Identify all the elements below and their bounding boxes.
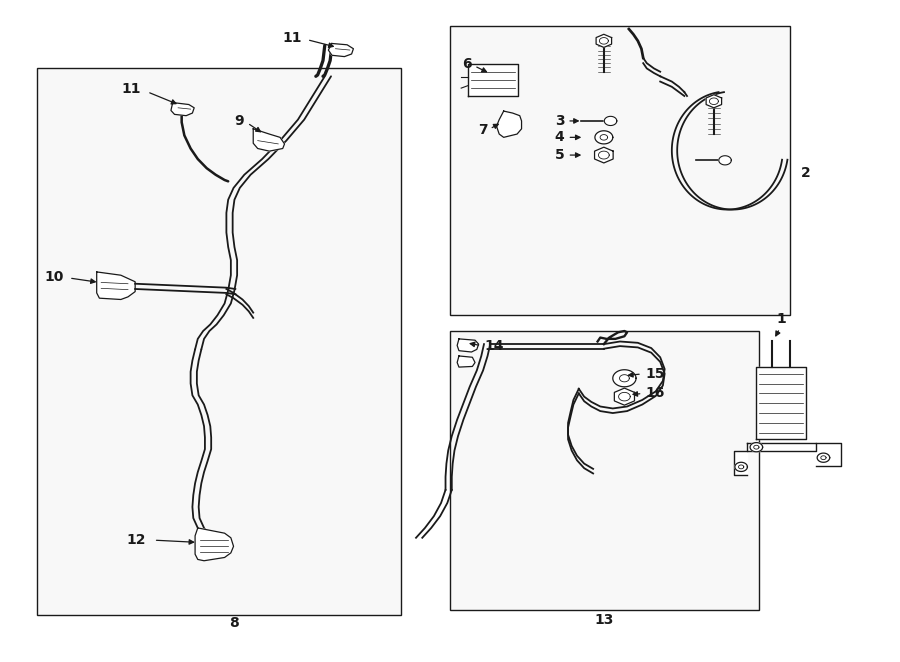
Polygon shape <box>253 129 284 151</box>
Text: 15: 15 <box>645 367 664 381</box>
Text: 4: 4 <box>554 130 564 144</box>
Polygon shape <box>619 375 629 382</box>
Text: 6: 6 <box>462 58 472 71</box>
Polygon shape <box>595 147 613 163</box>
Polygon shape <box>613 370 636 387</box>
Polygon shape <box>328 44 354 57</box>
Polygon shape <box>719 156 732 165</box>
Polygon shape <box>747 443 816 451</box>
Polygon shape <box>497 111 522 137</box>
Polygon shape <box>457 339 479 352</box>
Polygon shape <box>595 131 613 144</box>
Polygon shape <box>706 95 722 108</box>
Polygon shape <box>750 443 762 451</box>
Polygon shape <box>604 117 617 126</box>
Polygon shape <box>457 356 475 367</box>
Text: 11: 11 <box>122 83 141 97</box>
Text: 9: 9 <box>235 114 244 128</box>
Text: 10: 10 <box>44 270 64 284</box>
Text: 13: 13 <box>594 613 614 627</box>
Polygon shape <box>615 388 634 405</box>
Bar <box>37 68 400 614</box>
Polygon shape <box>171 103 194 116</box>
Bar <box>450 331 759 610</box>
Text: 12: 12 <box>126 533 146 547</box>
Polygon shape <box>596 34 612 48</box>
Polygon shape <box>735 462 747 471</box>
Text: 5: 5 <box>554 148 564 162</box>
Text: 14: 14 <box>484 339 503 353</box>
Text: 3: 3 <box>555 114 564 128</box>
Text: 2: 2 <box>801 166 810 181</box>
Polygon shape <box>195 528 233 561</box>
Polygon shape <box>468 64 518 96</box>
Polygon shape <box>816 443 842 465</box>
Text: 11: 11 <box>282 31 302 45</box>
Text: 7: 7 <box>478 123 488 137</box>
Polygon shape <box>817 453 830 462</box>
Polygon shape <box>600 134 608 140</box>
Text: 16: 16 <box>645 387 664 401</box>
Polygon shape <box>756 367 806 440</box>
Polygon shape <box>739 465 743 469</box>
Polygon shape <box>821 455 826 459</box>
Text: 8: 8 <box>229 616 238 630</box>
Text: 1: 1 <box>776 312 786 326</box>
Polygon shape <box>734 451 747 475</box>
Polygon shape <box>96 272 135 299</box>
Polygon shape <box>753 446 759 449</box>
Bar <box>450 26 790 314</box>
